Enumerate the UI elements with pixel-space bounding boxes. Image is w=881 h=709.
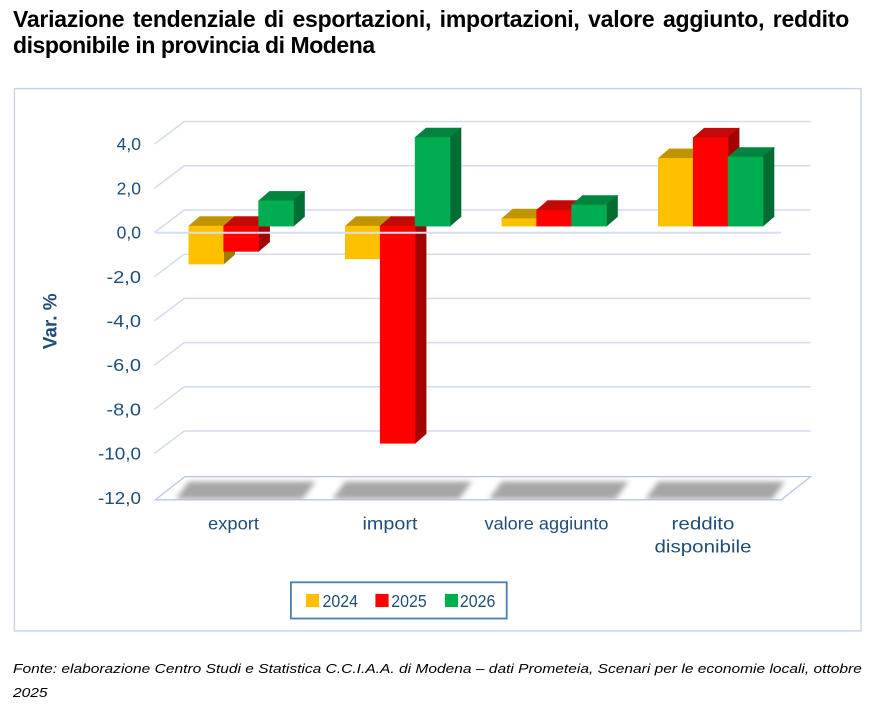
svg-text:0,0: 0,0 (117, 223, 142, 243)
svg-text:Var. %: Var. % (41, 293, 62, 349)
svg-text:reddito: reddito (672, 513, 735, 533)
svg-text:-4,0: -4,0 (107, 311, 142, 331)
svg-text:2025: 2025 (391, 591, 427, 611)
svg-text:import: import (363, 513, 418, 533)
svg-text:-8,0: -8,0 (107, 399, 142, 419)
svg-text:4,0: 4,0 (117, 134, 142, 154)
svg-text:disponibile: disponibile (655, 536, 752, 556)
svg-text:2024: 2024 (323, 591, 359, 611)
svg-text:export: export (208, 513, 259, 533)
svg-text:-10,0: -10,0 (98, 444, 141, 464)
svg-text:-2,0: -2,0 (107, 267, 142, 287)
svg-text:-12,0: -12,0 (98, 488, 141, 508)
svg-text:valore aggiunto: valore aggiunto (485, 513, 609, 533)
svg-text:-6,0: -6,0 (107, 355, 142, 375)
svg-text:2026: 2026 (460, 591, 496, 611)
svg-text:2,0: 2,0 (117, 178, 142, 198)
